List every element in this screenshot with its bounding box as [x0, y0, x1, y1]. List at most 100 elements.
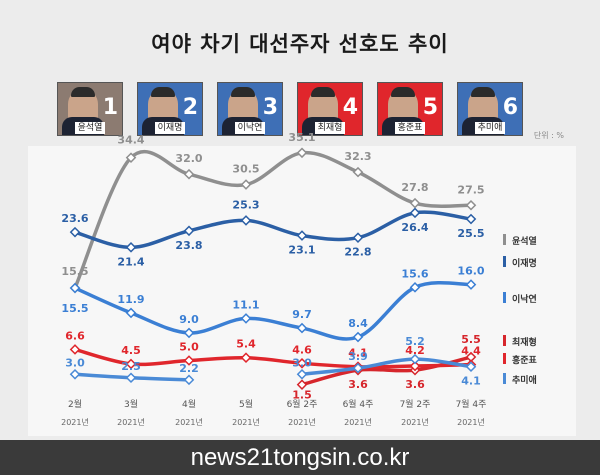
legend-label: 추미애: [512, 374, 537, 386]
x-tick-year: 2021년: [175, 417, 203, 427]
series-line: [73, 281, 473, 341]
data-label: 11.9: [117, 293, 144, 306]
data-label: 3.9: [348, 350, 368, 363]
data-label: 15.6: [401, 267, 428, 280]
watermark-banner: news21tongsin.co.kr: [0, 440, 600, 475]
data-point: [69, 344, 81, 355]
legend-swatch: [503, 234, 506, 245]
data-label: 8.4: [348, 317, 368, 330]
series-line: [300, 357, 473, 377]
data-label: 25.3: [232, 198, 259, 211]
x-tick-year: 2021년: [61, 417, 89, 427]
series-line: [73, 149, 473, 290]
data-label: 1.5: [292, 389, 312, 402]
candidate-number: 4: [342, 95, 358, 120]
legend-label: 최재형: [512, 336, 537, 348]
candidate-card: 1 윤석열: [57, 82, 123, 136]
data-point: [296, 147, 308, 159]
candidate-name: 이낙연: [234, 122, 266, 134]
data-label: 4.1: [461, 375, 481, 388]
x-tick-year: 2021년: [288, 417, 316, 427]
chart-title: 여야 차기 대선주자 선호도 추이: [151, 32, 449, 56]
data-point: [409, 207, 421, 219]
data-label: 5.2: [405, 335, 425, 348]
data-label: 3.0: [65, 356, 85, 369]
candidate-card: 5 홍준표: [377, 82, 443, 136]
data-point: [352, 331, 364, 343]
data-point: [465, 279, 477, 290]
x-tick-year: 2021년: [457, 417, 485, 427]
candidate-number: 5: [422, 95, 438, 120]
data-point: [183, 327, 195, 339]
data-point: [240, 352, 252, 364]
data-label: 23.6: [61, 212, 88, 225]
data-point: [183, 355, 195, 366]
data-point: [409, 282, 421, 293]
data-point: [183, 374, 195, 386]
data-point: [465, 199, 477, 211]
data-point: [409, 353, 421, 365]
legend-swatch: [503, 256, 506, 267]
candidate-card: 4 최재형: [297, 82, 363, 136]
data-point: [125, 307, 137, 319]
data-point: [125, 372, 137, 384]
data-label: 2.2: [179, 362, 199, 375]
legend-label: 이재명: [512, 257, 537, 269]
x-tick-label: 2월: [68, 398, 82, 410]
legend-label: 이낙연: [512, 293, 537, 305]
legend-label: 윤석열: [512, 235, 537, 247]
candidate-portraits: 1 윤석열 2 이재명 3 이낙연 4 최재형 5 홍준표 6 추미애: [0, 82, 600, 138]
data-point: [240, 215, 252, 226]
data-label: 22.8: [344, 246, 371, 259]
data-label: 30.5: [232, 163, 259, 176]
data-point: [125, 152, 137, 163]
legend-label: 홍준표: [512, 354, 538, 366]
candidate-number: 2: [182, 95, 198, 120]
data-label: 27.8: [401, 181, 428, 194]
data-label: 3.0: [292, 356, 312, 369]
data-point: [296, 379, 308, 390]
data-point: [125, 358, 137, 370]
data-label: 27.5: [457, 183, 484, 196]
data-label: 4.2: [405, 344, 425, 357]
legend-swatch: [503, 353, 506, 364]
data-point: [183, 225, 195, 237]
data-point: [69, 368, 81, 380]
x-tick-label: 7월 4주: [456, 398, 487, 410]
data-point: [409, 360, 421, 372]
x-tick-year: 2021년: [117, 417, 145, 427]
data-point: [352, 166, 364, 178]
data-label: 15.5: [61, 302, 88, 315]
data-point: [409, 197, 421, 209]
data-label: 15.5: [61, 265, 88, 278]
data-point: [183, 168, 195, 180]
candidate-card: 2 이재명: [137, 82, 203, 136]
data-point: [352, 232, 364, 243]
candidate-number: 3: [262, 95, 278, 120]
data-label: 26.4: [401, 221, 428, 234]
data-label: 21.4: [117, 255, 144, 268]
data-label: 5.4: [236, 338, 256, 351]
x-tick-label: 5월: [239, 398, 253, 410]
data-label: 35.1: [288, 131, 315, 144]
data-point: [69, 226, 81, 238]
data-label: 2.5: [121, 360, 141, 373]
x-tick-label: 4월: [182, 398, 196, 410]
data-point: [296, 357, 308, 369]
candidate-name: 최재형: [314, 122, 346, 134]
x-tick-year: 2021년: [344, 417, 372, 427]
candidate-name: 추미애: [474, 122, 506, 134]
data-label: 34.4: [117, 134, 144, 147]
x-tick-label: 6월 4주: [343, 398, 374, 410]
data-point: [296, 230, 308, 241]
line-chart: 15.5 34.4 32.0 30.5 35.1 32.3 27.8 27.5 23.6 21.4…: [61, 131, 538, 427]
x-tick-year: 2021년: [232, 417, 260, 427]
x-tick-year: 2021년: [401, 417, 429, 427]
data-label: 3.6: [348, 378, 368, 391]
data-point: [240, 313, 252, 324]
data-point: [125, 242, 137, 253]
data-label: 11.1: [232, 298, 259, 311]
candidate-card: 6 추미애: [457, 82, 523, 136]
data-label: 4.4: [461, 345, 481, 358]
data-label: 9.7: [292, 308, 312, 321]
